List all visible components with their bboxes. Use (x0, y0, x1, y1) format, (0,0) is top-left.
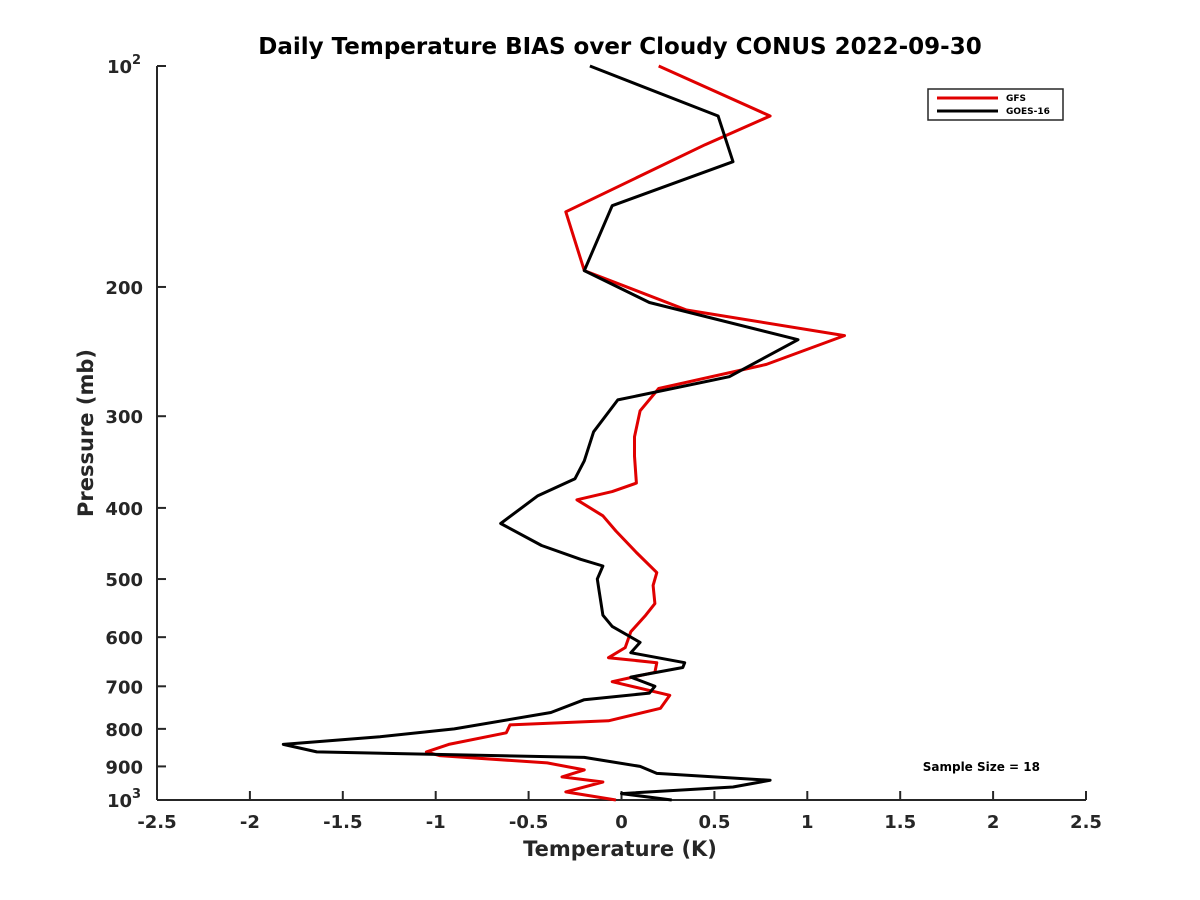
y-tick-label: 400 (105, 499, 143, 520)
x-tick-label: -1 (426, 812, 446, 833)
y-tick-label-exponent: 2 (132, 53, 141, 68)
y-tick-label: 700 (105, 677, 143, 698)
x-tick-label: 2.5 (1070, 812, 1102, 833)
legend-label-gfs: GFS (1006, 94, 1026, 104)
x-tick-label: -2.5 (137, 812, 176, 833)
x-tick-label: -1.5 (323, 812, 362, 833)
y-tick-label: 800 (105, 720, 143, 741)
y-tick-label: 300 (105, 407, 143, 428)
x-tick-label: 1 (801, 812, 814, 833)
chart-title: Daily Temperature BIAS over Cloudy CONUS… (258, 34, 981, 60)
y-axis-label: Pressure (mb) (74, 349, 98, 517)
y-tick-label: 500 (105, 570, 143, 591)
legend-label-goes-16: GOES-16 (1006, 107, 1050, 117)
y-tick-label-exponent: 3 (132, 787, 141, 802)
x-tick-label: -0.5 (509, 812, 548, 833)
y-tick-label: 200 (105, 278, 143, 299)
sample-size-annotation: Sample Size = 18 (923, 760, 1040, 774)
y-tick-label: 600 (105, 628, 143, 649)
x-tick-label: -2 (240, 812, 260, 833)
y-tick-label: 10 (107, 57, 132, 78)
x-tick-label: 1.5 (884, 812, 916, 833)
y-tick-label: 900 (105, 757, 143, 778)
x-axis-label: Temperature (K) (523, 837, 717, 861)
x-tick-label: 0 (615, 812, 628, 833)
legend-box (927, 88, 1064, 121)
series-line-goes-16 (281, 64, 800, 802)
x-tick-label: 2 (987, 812, 1000, 833)
y-tick-label: 10 (107, 791, 132, 812)
series-line-gfs (424, 64, 846, 802)
x-tick-label: 0.5 (698, 812, 730, 833)
